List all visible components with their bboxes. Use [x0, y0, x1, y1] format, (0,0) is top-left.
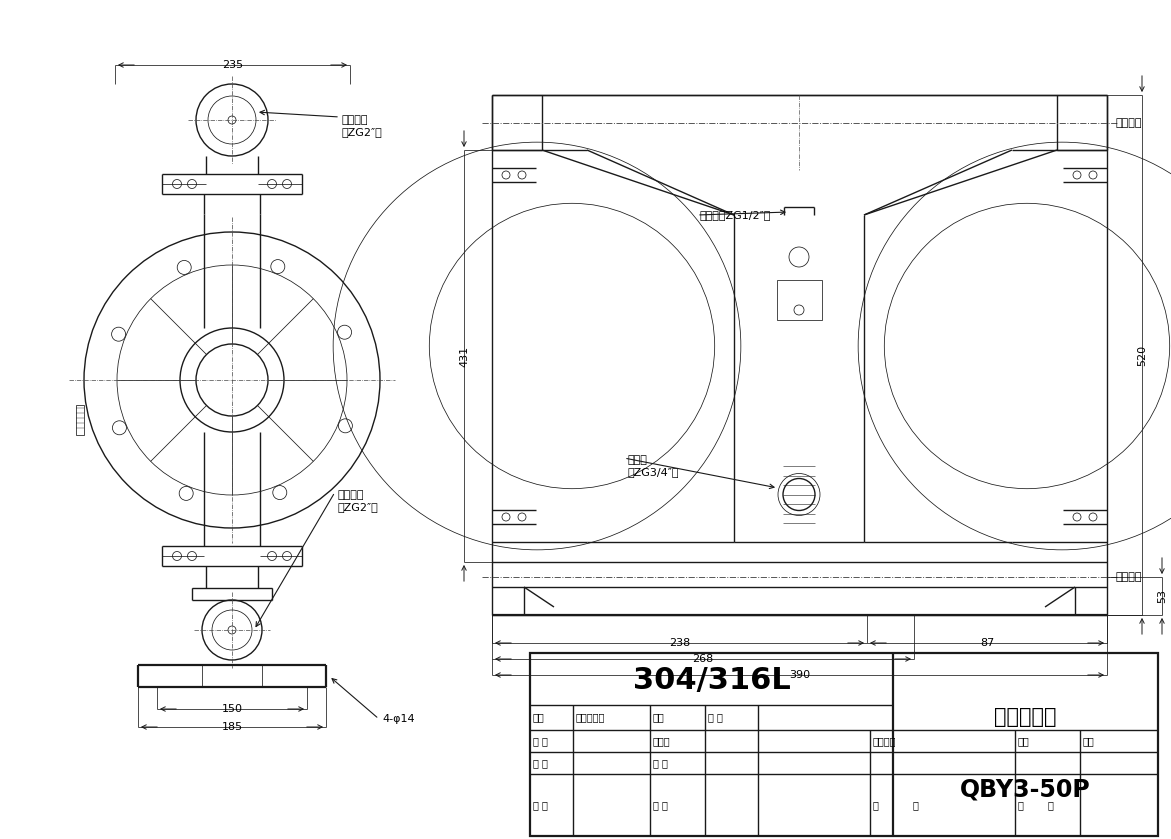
- Text: 物料出口
（ZG2″）: 物料出口 （ZG2″）: [342, 115, 383, 137]
- Text: 消声器
（ZG3/4″）: 消声器 （ZG3/4″）: [626, 455, 678, 477]
- Text: 页: 页: [913, 800, 919, 810]
- Bar: [776, 280, 822, 320]
- Text: 53: 53: [1157, 589, 1167, 603]
- Bar: [76, 405, 84, 435]
- Text: 审 核: 审 核: [533, 758, 548, 768]
- Text: 标准化: 标准化: [653, 736, 671, 746]
- Text: （出口）: （出口）: [1115, 118, 1142, 128]
- Text: 87: 87: [980, 638, 994, 648]
- Text: 重量: 重量: [1018, 736, 1029, 746]
- Text: QBY3-50P: QBY3-50P: [960, 777, 1091, 801]
- Text: 共: 共: [874, 800, 879, 810]
- Text: 150: 150: [221, 704, 242, 714]
- Text: 批 准: 批 准: [653, 758, 667, 768]
- Text: 185: 185: [221, 722, 242, 732]
- Text: 比例: 比例: [1083, 736, 1095, 746]
- Text: 日 期: 日 期: [653, 800, 667, 810]
- Text: 304/316L: 304/316L: [632, 666, 790, 696]
- Text: 图样标记: 图样标记: [874, 736, 897, 746]
- Text: 物料进口
（ZG2″）: 物料进口 （ZG2″）: [337, 490, 378, 512]
- Text: 标记: 标记: [533, 712, 545, 722]
- Text: 第: 第: [1018, 800, 1023, 810]
- Text: （进口）: （进口）: [1115, 572, 1142, 582]
- Text: 520: 520: [1137, 345, 1148, 366]
- Text: 4-φ14: 4-φ14: [382, 714, 415, 724]
- Text: 设 计: 设 计: [533, 736, 548, 746]
- Text: 签字: 签字: [653, 712, 665, 722]
- Text: 431: 431: [459, 346, 470, 367]
- Text: 268: 268: [692, 654, 713, 664]
- Text: 235: 235: [222, 60, 244, 70]
- Text: 进气口（ZG1/2″）: 进气口（ZG1/2″）: [700, 210, 772, 220]
- Bar: [530, 653, 1158, 836]
- Text: 工 艺: 工 艺: [533, 800, 548, 810]
- Text: 238: 238: [669, 638, 690, 648]
- Text: 390: 390: [789, 670, 810, 680]
- Text: 更改文件号: 更改文件号: [576, 712, 605, 722]
- Text: 日 期: 日 期: [708, 712, 723, 722]
- Text: 安装尺寸图: 安装尺寸图: [994, 707, 1056, 727]
- Text: 页: 页: [1048, 800, 1054, 810]
